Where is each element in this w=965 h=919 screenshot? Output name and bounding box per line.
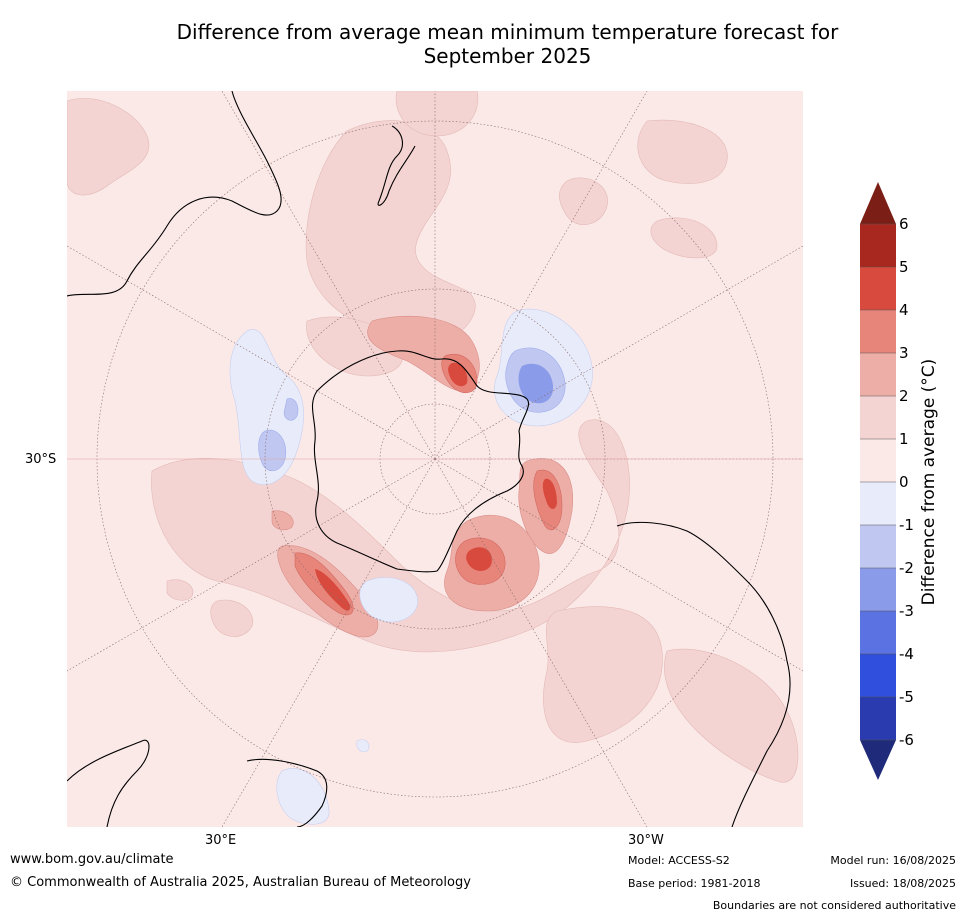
colorbar-band xyxy=(860,439,896,482)
footer-issued: Issued: 18/08/2025 xyxy=(849,877,956,890)
latitude-label-30s: 30°S xyxy=(25,452,57,467)
colorbar-tick-label: 5 xyxy=(899,258,909,276)
colorbar-tick-label: 4 xyxy=(899,301,909,319)
longitude-label-30e: 30°E xyxy=(205,833,237,848)
longitude-label-30w: 30°W xyxy=(628,833,664,848)
colorbar-tick-label: 0 xyxy=(899,473,909,491)
colorbar-tick-label: 2 xyxy=(899,387,909,405)
colorbar-tick-label: -1 xyxy=(899,516,914,534)
colorbar-tick-label: -6 xyxy=(899,731,914,749)
colorbar-tick-label: -3 xyxy=(899,602,914,620)
colorbar-ticks: 6 5 4 3 2 1 0 -1 -2 -3 -4 -5 -6 xyxy=(860,215,914,749)
colorbar-extend-high xyxy=(860,182,896,224)
anomaly-minus-2-3 xyxy=(518,363,554,404)
title-line-2: September 2025 xyxy=(423,44,592,68)
colorbar-tick-label: 1 xyxy=(899,430,909,448)
africa-coast xyxy=(67,739,150,827)
new-zealand-coast xyxy=(377,125,416,206)
colorbar-band xyxy=(860,396,896,439)
colorbar-band xyxy=(860,611,896,654)
colorbar-tick-label: -2 xyxy=(899,559,914,577)
colorbar-tick-label: -5 xyxy=(899,688,914,706)
footer-model-run: Model run: 16/08/2025 xyxy=(830,854,956,867)
colorbar-band xyxy=(860,697,896,740)
colorbar-title: Difference from average (°C) xyxy=(919,358,939,606)
footer-model: Model: ACCESS-S2 xyxy=(628,854,730,867)
colorbar-band xyxy=(860,267,896,310)
madagascar-coast xyxy=(246,758,328,827)
forecast-map xyxy=(67,91,803,827)
title-line-1: Difference from average mean minimum tem… xyxy=(176,20,839,44)
colorbar-band xyxy=(860,353,896,396)
footer-website: www.bom.gov.au/climate xyxy=(10,852,174,867)
colorbar-extend-low xyxy=(860,740,896,780)
colorbar-band xyxy=(860,654,896,697)
colorbar-band xyxy=(860,568,896,611)
colorbar-bands xyxy=(860,224,896,740)
colorbar-band xyxy=(860,224,896,267)
footer-base-period: Base period: 1981-2018 xyxy=(628,877,761,890)
colorbar: 6 5 4 3 2 1 0 -1 -2 -3 -4 -5 -6 xyxy=(855,180,965,790)
australia-coast xyxy=(67,91,282,297)
map-svg xyxy=(67,91,803,827)
colorbar-band xyxy=(860,482,896,525)
south-america-coast xyxy=(616,521,791,827)
colorbar-tick-label: 3 xyxy=(899,344,909,362)
colorbar-tick-label: 6 xyxy=(899,215,909,233)
anomaly-4-5 xyxy=(315,362,557,611)
colorbar-band xyxy=(860,310,896,353)
antarctica-coast xyxy=(311,350,529,573)
colorbar-svg: 6 5 4 3 2 1 0 -1 -2 -3 -4 -5 -6 xyxy=(860,182,914,780)
colorbar-tick-label: -4 xyxy=(899,645,914,663)
map-title: Difference from average mean minimum tem… xyxy=(0,20,965,68)
footer-copyright: © Commonwealth of Australia 2025, Austra… xyxy=(10,875,471,890)
coastlines xyxy=(67,91,791,827)
footer-disclaimer: Boundaries are not considered authoritat… xyxy=(712,899,956,912)
colorbar-band xyxy=(860,525,896,568)
